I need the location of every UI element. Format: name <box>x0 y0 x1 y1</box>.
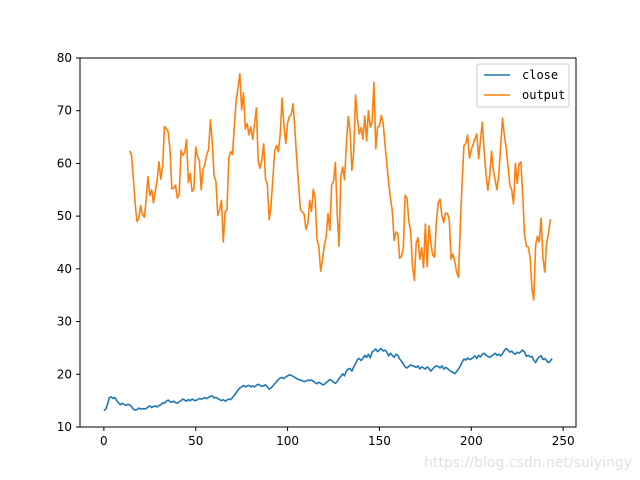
y-axis: 10 20 30 40 50 60 70 80 <box>57 51 80 434</box>
y-tick-label: 10 <box>57 420 72 434</box>
y-tick-label: 40 <box>57 262 72 276</box>
series-line-close <box>103 347 553 412</box>
y-tick-label: 50 <box>57 209 72 223</box>
y-tick-label: 60 <box>57 156 72 170</box>
legend: close output <box>476 63 570 108</box>
series-line-output <box>128 73 552 301</box>
y-tick-label: 20 <box>57 367 72 381</box>
watermark: https://blog.csdn.net/suiyingy <box>424 455 632 471</box>
plot-frame <box>79 57 577 428</box>
series-layer <box>103 73 553 412</box>
x-axis: 0 50 100 150 200 250 <box>100 427 575 448</box>
legend-label-output: output <box>522 88 565 102</box>
y-tick-label: 80 <box>57 51 72 65</box>
y-tick-label: 30 <box>57 315 72 329</box>
x-tick-label: 50 <box>188 434 203 448</box>
x-tick-label: 100 <box>276 434 299 448</box>
legend-label-close: close <box>522 68 558 82</box>
x-tick-label: 0 <box>100 434 108 448</box>
x-tick-label: 250 <box>552 434 575 448</box>
x-tick-label: 200 <box>460 434 483 448</box>
y-tick-label: 70 <box>57 104 72 118</box>
x-tick-label: 150 <box>368 434 391 448</box>
